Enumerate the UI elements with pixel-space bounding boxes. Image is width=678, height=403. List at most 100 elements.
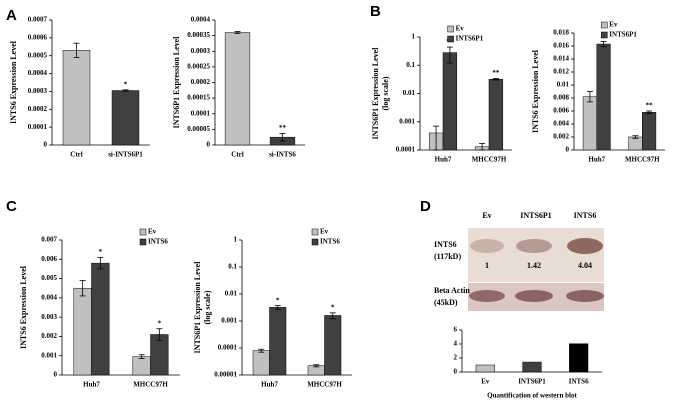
panel-label: C [6, 198, 17, 215]
legend-swatch [139, 228, 147, 236]
bar [488, 78, 504, 151]
error-bar [433, 125, 440, 151]
error-bar [73, 42, 80, 58]
y-tick-label: 0.00001 [214, 371, 237, 379]
y-tick-label: 0.001 [41, 351, 57, 359]
y-tick-label: 0 [454, 368, 458, 376]
significance: * [276, 296, 280, 304]
legend-swatch [311, 238, 319, 246]
error-bar [446, 46, 453, 64]
error-bar [122, 89, 129, 92]
bar [475, 364, 495, 373]
blot-row-size: (117kD) [434, 252, 461, 261]
y-tick-label: 0.004 [41, 293, 57, 301]
bar [224, 32, 251, 146]
significance: ** [492, 69, 500, 77]
legend-swatch [447, 35, 454, 43]
error-bar [479, 143, 486, 151]
legend-label: Ev [320, 228, 329, 236]
y-tick-label: 0.008 [553, 94, 569, 102]
error-bar [492, 78, 499, 81]
y-tick-label: 0.00005 [187, 125, 210, 133]
blot-quant: 1.42 [527, 261, 541, 270]
y-tick-label: 0.0006 [28, 33, 48, 41]
y-tick-label: 0.0001 [396, 146, 416, 154]
x-tick-label: Ctrl [70, 151, 82, 159]
significance: * [99, 248, 103, 256]
x-tick-label: INTS6P1 [518, 378, 546, 386]
y-tick-label: 0 [54, 371, 58, 379]
blot-row-label: INTS6 [434, 240, 457, 249]
x-tick-label: MHCC97H [307, 381, 342, 389]
blot-column-label: INTS6 [574, 211, 597, 220]
bar [582, 96, 597, 151]
x-tick-label: Ctrl [231, 151, 243, 159]
bar [73, 287, 92, 376]
blot-quant: 1 [485, 261, 489, 270]
error-bar [586, 91, 593, 103]
y-tick-label: 0.0003 [191, 47, 211, 55]
blot-image [468, 228, 604, 282]
significance: * [331, 303, 335, 311]
error-bar [329, 312, 336, 320]
y-tick-label: 0.003 [41, 313, 57, 321]
blot-row-size: (45kD) [434, 298, 458, 307]
y-tick-label: 0.016 [553, 42, 569, 50]
error-bar [258, 348, 265, 353]
y-tick-label: 0.1 [406, 61, 415, 69]
legend-swatch [139, 238, 147, 246]
x-axis-label: Quantification of western blot [487, 392, 577, 400]
legend-swatch [311, 228, 319, 236]
x-tick-label: Huh7 [261, 381, 278, 389]
y-axis-label: INTS6P1 Expression Level [371, 47, 380, 140]
error-bar [138, 354, 145, 360]
x-tick-label: Huh7 [588, 156, 605, 164]
x-tick-label: si-INTS6 [269, 151, 296, 159]
legend-label: INTS6 [320, 238, 340, 246]
bar [642, 112, 657, 151]
y-tick-label: 1 [234, 236, 238, 244]
bar [596, 43, 611, 151]
y-tick-label: 0.012 [553, 68, 569, 76]
y-tick-label: 0.0002 [191, 78, 211, 86]
error-bar [632, 135, 639, 139]
legend-label: Ev [456, 25, 465, 33]
y-axis-label: INTS6 Expression Level [531, 49, 540, 133]
x-tick-label: INTS6 [569, 378, 589, 386]
y-tick-label: 0.0001 [28, 123, 48, 131]
blot-band [470, 239, 504, 253]
panel-label: D [420, 198, 431, 215]
x-tick-label: si-INTS6P1 [108, 151, 143, 159]
y-tick-label: 0.01 [557, 81, 570, 89]
y-tick-label: 0.006 [41, 255, 57, 263]
legend-swatch [601, 21, 608, 29]
bar [522, 361, 542, 373]
y-tick-label: 0.0005 [28, 51, 48, 59]
y-tick-label: 0.018 [553, 29, 569, 37]
y-tick-label: 0.001 [221, 317, 237, 325]
significance: ** [646, 102, 654, 110]
y-tick-label: 0.0007 [28, 16, 48, 24]
y-tick-label: 0.0002 [28, 105, 48, 113]
panel-label: B [370, 3, 381, 20]
blot-band [566, 290, 604, 302]
y-tick-label: 0.00015 [187, 94, 210, 102]
error-bar [279, 133, 286, 142]
blot-band [515, 290, 553, 302]
y-tick-label: 0.0001 [191, 109, 211, 117]
legend-swatch [601, 31, 608, 39]
legend-swatch [447, 25, 454, 33]
y-tick-label: 0.01 [403, 89, 416, 97]
y-tick-label: 0.0004 [191, 16, 211, 24]
x-tick-label: MHCC97H [625, 156, 660, 164]
y-tick-label: 0 [207, 141, 211, 149]
legend-label: INTS6P1 [609, 31, 637, 39]
y-axis-label: INTS6 Expression Level [19, 265, 28, 349]
legend-label: INTS6 [148, 238, 168, 246]
blot-quant: 4.04 [578, 261, 592, 270]
error-bar [156, 328, 163, 341]
bar [628, 136, 643, 151]
y-tick-label: 0.007 [41, 236, 57, 244]
y-tick-label: 0.0001 [218, 344, 238, 352]
